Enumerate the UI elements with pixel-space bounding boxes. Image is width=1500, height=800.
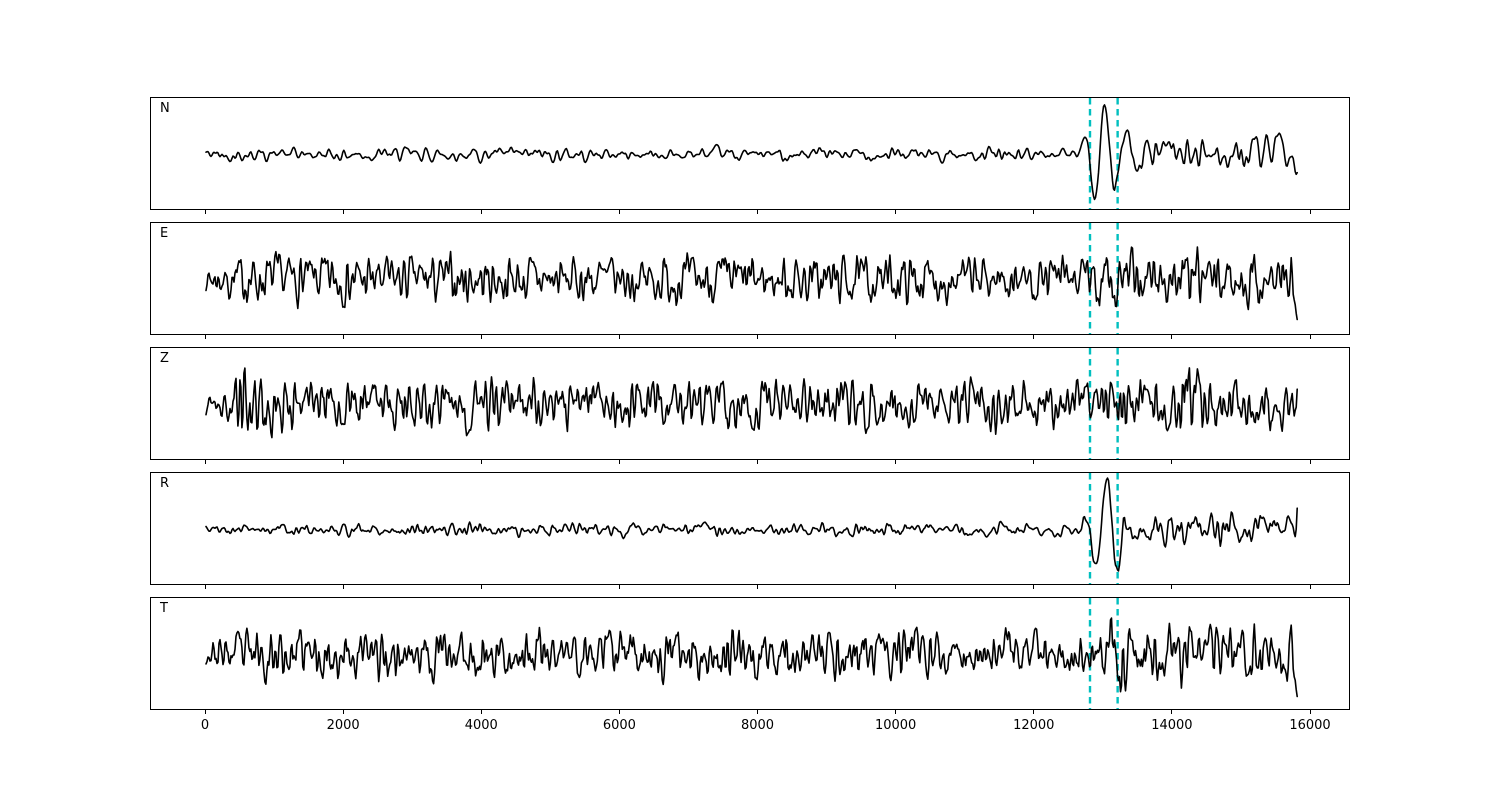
x-tick-mark [1033,710,1035,714]
x-tick-mark [1033,335,1035,339]
waveform-panel-r: R [150,472,1350,585]
panel-label-z: Z [160,351,169,366]
x-tick-mark [1033,210,1035,214]
waveform-panel-n: N [150,97,1350,210]
x-tick-mark [204,210,206,214]
x-tick-label: 12000 [1013,718,1055,733]
x-tick-mark [480,585,482,589]
waveform-trace-t [205,617,1298,698]
x-tick-mark [895,460,897,464]
waveform-trace-svg [205,98,1298,209]
x-tick-mark [757,210,758,214]
x-tick-label: 14000 [1151,718,1193,733]
panel-label-n: N [160,101,170,116]
waveform-panel-e: E [150,222,1350,335]
x-tick-mark [1309,460,1311,464]
waveform-trace-svg [205,473,1298,584]
waveform-trace-svg [205,223,1298,334]
panel-label-r: R [160,476,170,491]
x-tick-label: 16000 [1289,718,1331,733]
x-tick-mark [342,210,344,214]
x-tick-label: 10000 [874,718,917,733]
waveform-panel-z: Z [150,347,1350,460]
x-tick-mark [1033,460,1035,464]
waveform-trace-svg [205,598,1298,709]
x-tick-mark [757,335,758,339]
x-tick-mark [895,335,897,339]
x-tick-mark [480,335,482,339]
x-tick-mark [204,710,206,714]
x-tick-mark [342,460,344,464]
panel-label-e: E [160,226,169,241]
x-tick-mark [1171,210,1173,214]
x-tick-mark [757,710,758,714]
x-tick-mark [618,460,620,464]
waveform-trace-z [205,367,1298,439]
waveform-trace-svg [205,348,1298,459]
x-tick-mark [1171,335,1173,339]
x-tick-label: 0 [200,718,210,733]
x-tick-mark [1171,585,1173,589]
x-tick-mark [895,710,897,714]
waveform-panel-t: T [150,597,1350,710]
x-tick-mark [1309,335,1311,339]
x-tick-mark [342,585,344,589]
waveform-trace-e [205,246,1298,321]
x-tick-mark [204,585,206,589]
x-tick-mark [480,460,482,464]
x-tick-mark [618,585,620,589]
x-tick-mark [1171,460,1173,464]
x-tick-label: 4000 [464,718,498,733]
x-tick-mark [480,710,482,714]
x-tick-mark [757,585,758,589]
waveform-trace-n [205,104,1298,201]
x-tick-label: 6000 [602,718,636,733]
x-tick-mark [895,585,897,589]
x-tick-mark [204,335,206,339]
x-tick-mark [757,460,758,464]
x-tick-mark [342,335,344,339]
x-tick-mark [618,710,620,714]
x-tick-mark [618,210,620,214]
x-tick-mark [342,710,344,714]
x-tick-mark [1309,210,1311,214]
x-tick-mark [1309,585,1311,589]
x-tick-mark [480,210,482,214]
x-tick-mark [618,335,620,339]
x-tick-mark [204,460,206,464]
x-tick-mark [1309,710,1311,714]
panel-label-t: T [160,601,168,616]
x-tick-label: 2000 [326,718,360,733]
x-tick-mark [895,210,897,214]
waveform-trace-r [205,477,1298,572]
x-tick-mark [1171,710,1173,714]
x-tick-mark [1033,585,1035,589]
x-tick-label: 8000 [740,718,775,733]
